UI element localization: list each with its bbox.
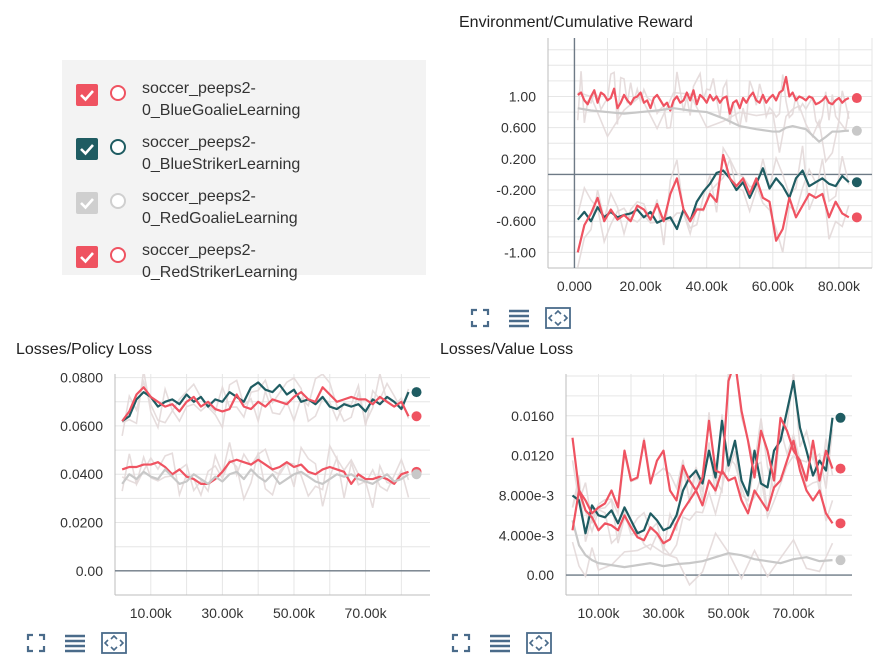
series-line <box>577 107 849 143</box>
chart-title-reward: Environment/Cumulative Reward <box>459 14 693 31</box>
series-line <box>571 520 833 569</box>
x-tick-label: 50.00k <box>707 605 750 621</box>
series-line <box>121 458 409 485</box>
y-tick-label: 0.0200 <box>60 515 103 531</box>
x-tick-label: 70.00k <box>772 605 815 621</box>
y-tick-label: -1.00 <box>504 244 536 260</box>
raw-series-line <box>121 442 410 498</box>
run-checkbox[interactable] <box>76 246 98 268</box>
x-tick-label: 40.00k <box>686 278 729 294</box>
series-line <box>576 153 850 253</box>
series-end-dot <box>851 93 862 104</box>
reward-plot: 1.00 0.600 0.200 -0.200 -0.600 -1.00 0.000 20.0… <box>496 38 873 294</box>
y-tick-label: 1.00 <box>509 88 536 104</box>
series-line <box>121 468 410 485</box>
fullscreen-icon[interactable] <box>449 631 475 655</box>
x-tick-label: 70.00k <box>345 605 388 621</box>
y-tick-label: 8.000e-3 <box>499 487 554 503</box>
x-tick-label: 30.00k <box>642 605 685 621</box>
y-tick-label: 0.0600 <box>60 418 103 434</box>
run-name: soccer_peeps2- 0_RedStrikerLearning <box>142 242 298 281</box>
series-line <box>121 381 410 423</box>
series-line <box>571 379 834 535</box>
series-end-dot <box>835 463 846 474</box>
y-tick-label: 0.00 <box>527 567 554 583</box>
x-tick-label: 60.00k <box>752 278 795 294</box>
x-tick-label: 20.00k <box>620 278 663 294</box>
fullscreen-icon[interactable] <box>24 631 50 655</box>
y-tick-label: 0.00 <box>76 563 103 579</box>
check-icon <box>80 144 94 156</box>
x-tick-label: 0.000 <box>557 278 592 294</box>
series-end-dot <box>835 555 846 566</box>
policy-plot: 0.0800 0.0600 0.0400 0.0200 0.00 10.00k 30.00k… <box>60 370 430 621</box>
run-name: soccer_peeps2- 0_BlueStrikerLearning <box>142 134 301 173</box>
run-checkbox[interactable] <box>76 84 98 106</box>
run-name: soccer_peeps2- 0_BlueGoalieLearning <box>142 80 301 119</box>
run-color-dot[interactable] <box>110 247 126 263</box>
x-tick-label: 30.00k <box>201 605 244 621</box>
series-end-dot <box>835 518 846 529</box>
lines-icon[interactable] <box>506 306 532 330</box>
series-line <box>571 374 834 515</box>
y-tick-label: 0.600 <box>501 120 536 136</box>
fullscreen-icon[interactable] <box>468 306 494 330</box>
run-color-dot[interactable] <box>110 85 126 101</box>
chart-title-value-loss: Losses/Value Loss <box>440 341 574 358</box>
x-tick-label: 10.00k <box>577 605 620 621</box>
check-icon <box>80 198 94 210</box>
run-checkbox[interactable] <box>76 192 98 214</box>
y-tick-label: 0.0120 <box>511 448 554 464</box>
series-line <box>577 75 850 115</box>
raw-series-line <box>121 374 410 436</box>
series-end-dot <box>411 387 422 398</box>
x-tick-label: 80.00k <box>818 278 861 294</box>
y-tick-label: 0.200 <box>501 151 536 167</box>
x-tick-label: 10.00k <box>130 605 173 621</box>
series-end-dot <box>851 125 862 136</box>
series-end-dot <box>835 412 846 423</box>
chart-title-policy-loss: Losses/Policy Loss <box>16 341 153 358</box>
y-tick-label: -0.200 <box>496 182 536 198</box>
series-end-dot <box>851 177 862 188</box>
y-tick-label: 4.000e-3 <box>499 527 554 543</box>
run-legend: soccer_peeps2- 0_BlueGoalieLearning socce… <box>62 60 426 281</box>
raw-series-line <box>571 454 834 557</box>
raw-series-line <box>576 145 850 245</box>
fit-domain-icon[interactable] <box>525 631 552 655</box>
raw-series-line <box>576 145 850 268</box>
raw-series-line <box>571 374 834 524</box>
run-checkbox[interactable] <box>76 138 98 160</box>
plot-area <box>548 38 872 268</box>
check-icon <box>80 90 94 102</box>
run-color-dot[interactable] <box>110 139 126 155</box>
run-name: soccer_peeps2- 0_RedGoalieLearning <box>142 188 298 227</box>
y-tick-label: 0.0400 <box>60 466 103 482</box>
fit-domain-icon[interactable] <box>544 306 571 330</box>
y-tick-label: -0.600 <box>496 213 536 229</box>
check-icon <box>80 252 94 264</box>
lines-icon[interactable] <box>487 631 513 655</box>
series-line <box>121 386 410 422</box>
run-color-dot[interactable] <box>110 193 126 209</box>
x-tick-label: 50.00k <box>273 605 316 621</box>
lines-icon[interactable] <box>62 631 88 655</box>
y-tick-label: 0.0160 <box>511 408 554 424</box>
raw-series-line <box>576 71 850 131</box>
raw-series-line <box>121 445 410 508</box>
series-end-dot <box>411 411 422 422</box>
series-end-dot <box>411 469 422 480</box>
fit-domain-icon[interactable] <box>100 631 127 655</box>
series-end-dot <box>851 212 862 223</box>
y-tick-label: 0.0800 <box>60 370 103 386</box>
value-plot: 0.0160 0.0120 8.000e-3 4.000e-3 0.00 10.00k 30… <box>499 374 852 621</box>
series-line <box>571 439 834 545</box>
